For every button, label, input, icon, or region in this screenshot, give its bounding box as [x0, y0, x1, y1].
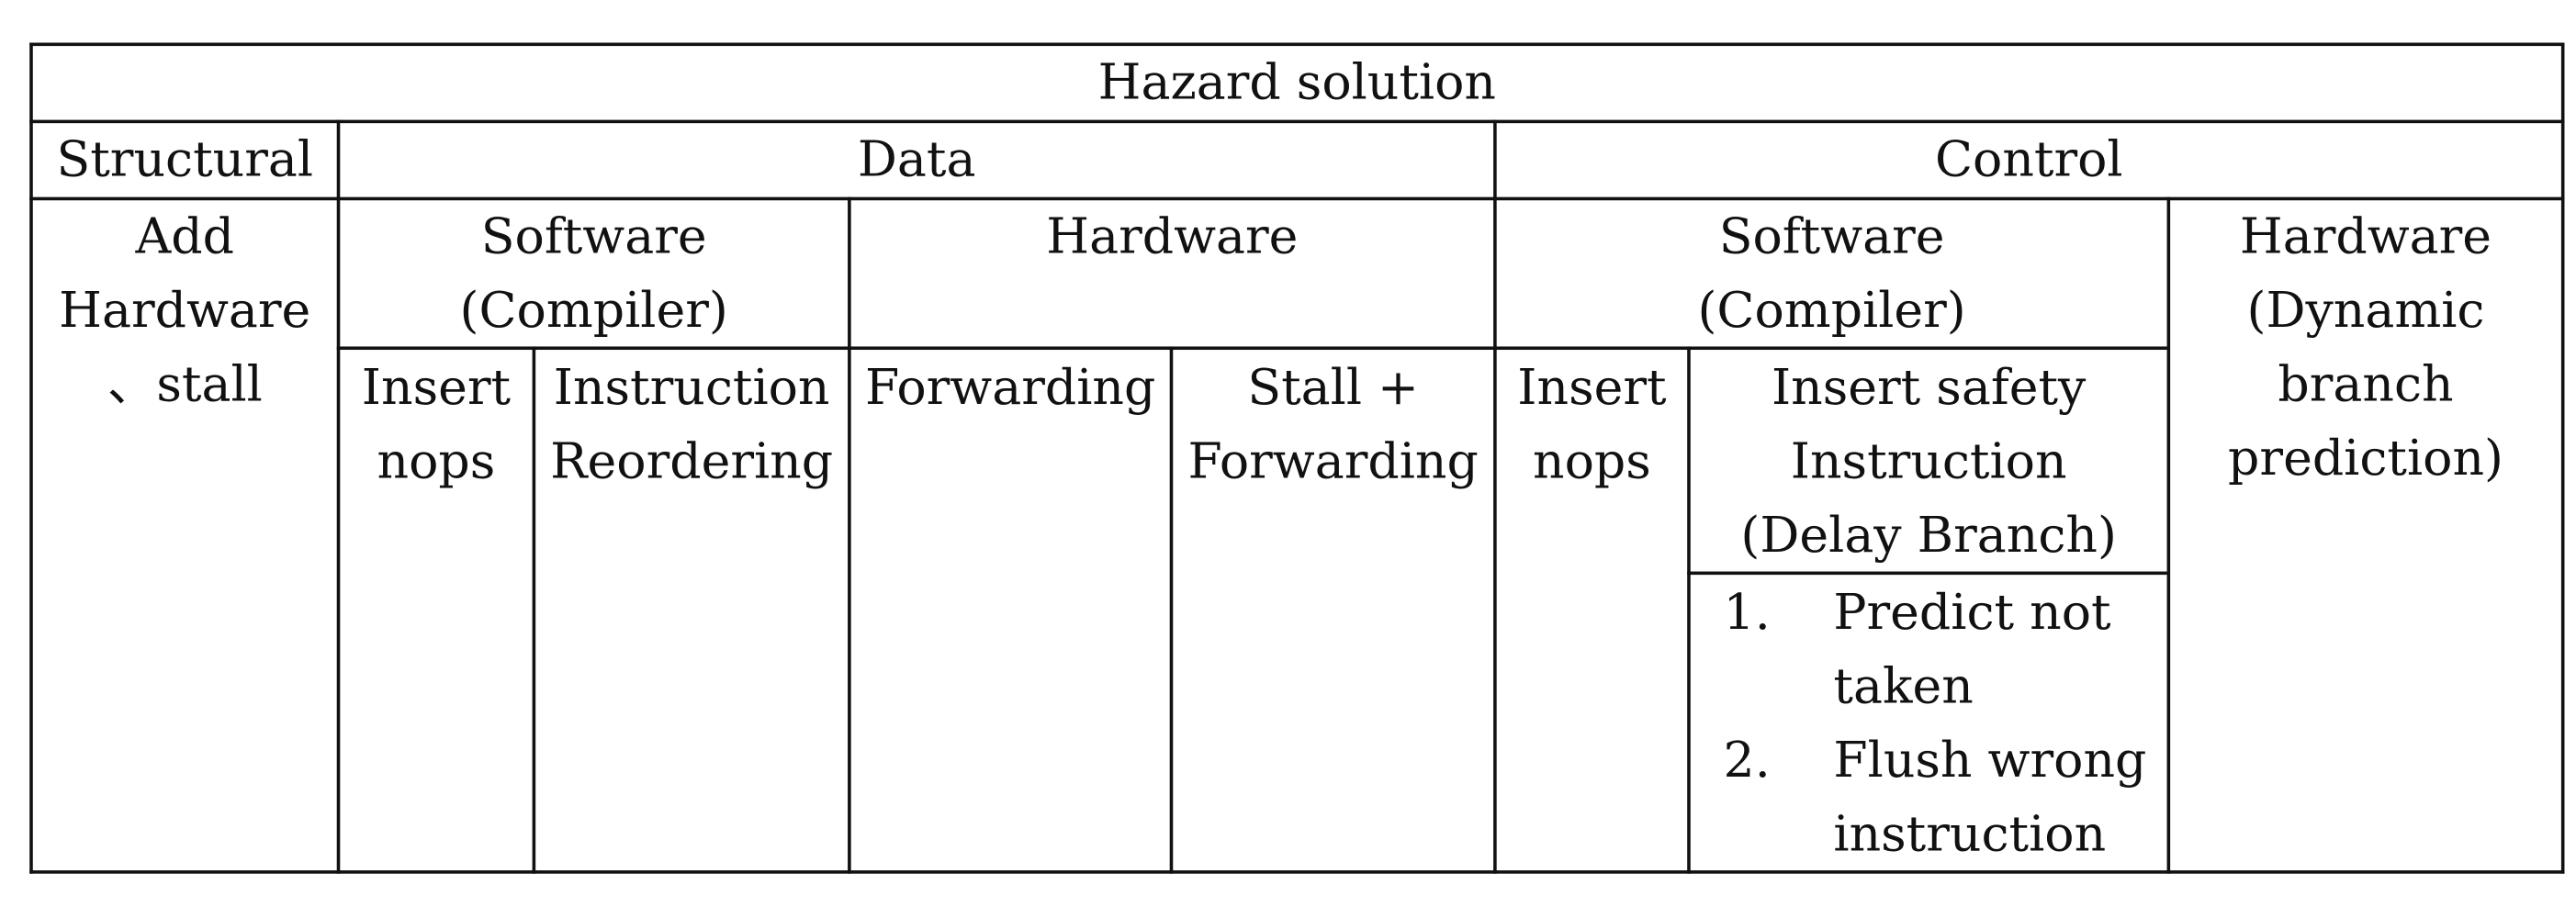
data-software-line2: (Compiler)	[459, 282, 728, 341]
table-border-left	[29, 42, 33, 874]
data-hardware-line1: Hardware	[1046, 208, 1299, 266]
stall-forwarding-line1: Stall +	[1247, 359, 1420, 418]
data-insert-nops-line2: nops	[377, 433, 496, 491]
list-item-number: 2.	[1723, 732, 1771, 790]
data-software-line1: Software	[480, 208, 707, 266]
structural-solution-line2: Hardware	[59, 282, 311, 341]
list-item-text-line2: taken	[1833, 658, 1974, 716]
row-divider-title	[29, 119, 2565, 124]
control-insert-nops-line2: nops	[1533, 433, 1651, 491]
row-divider-control-software	[1493, 346, 2167, 351]
control-software-line1: Software	[1718, 208, 1945, 266]
list-item: 1. Predict not taken	[1724, 577, 2151, 724]
structural-solution-line1: Add	[135, 208, 234, 266]
structural-solution-line3: 、stall	[107, 356, 263, 414]
table-border-right	[2560, 42, 2565, 874]
instruction-reordering-line2: Reordering	[550, 433, 834, 491]
table-border-top	[29, 42, 2565, 47]
row-divider-data-software	[336, 346, 849, 351]
header-control: Control	[1934, 131, 2123, 189]
control-software-line2: (Compiler)	[1697, 282, 1966, 341]
column-divider-structural	[336, 119, 341, 874]
list-item-text-line1: Predict not	[1833, 584, 2111, 643]
list-item-number: 1.	[1723, 584, 1771, 643]
control-hardware-line3: branch	[2278, 356, 2454, 414]
row-divider-delay-branch	[1687, 571, 2167, 576]
control-hardware-line2: (Dynamic	[2246, 282, 2485, 341]
header-structural: Structural	[56, 131, 314, 189]
instruction-reordering-line1: Instruction	[553, 359, 830, 418]
control-hardware-line1: Hardware	[2239, 208, 2492, 266]
control-insert-nops-line1: Insert	[1517, 359, 1667, 418]
delay-branch-line3: (Delay Branch)	[1740, 507, 2117, 565]
list-item-text-line1: Flush wrong	[1833, 732, 2147, 790]
list-item-text-line2: instruction	[1833, 806, 2107, 864]
column-divider-insert-nops	[532, 346, 536, 874]
stall-forwarding-line2: Forwarding	[1187, 433, 1479, 491]
column-divider-control-nops	[1687, 346, 1691, 874]
data-insert-nops-line1: Insert	[361, 359, 512, 418]
header-data: Data	[857, 131, 976, 189]
column-divider-control-hardware	[2166, 196, 2171, 874]
delay-branch-line1: Insert safety	[1771, 359, 2087, 418]
column-divider-forwarding	[1169, 346, 1174, 874]
control-hardware-line4: prediction)	[2228, 430, 2503, 488]
column-divider-data-control	[1493, 119, 1497, 874]
table-title: Hazard solution	[1097, 54, 1496, 112]
forwarding-line1: Forwarding	[865, 359, 1156, 418]
delay-branch-line2: Instruction	[1790, 433, 2067, 491]
table-border-bottom	[29, 870, 2565, 874]
column-divider-data-hardware	[848, 196, 851, 874]
row-divider-categories	[29, 196, 2565, 201]
list-item: 2. Flush wrong instruction	[1724, 724, 2151, 872]
